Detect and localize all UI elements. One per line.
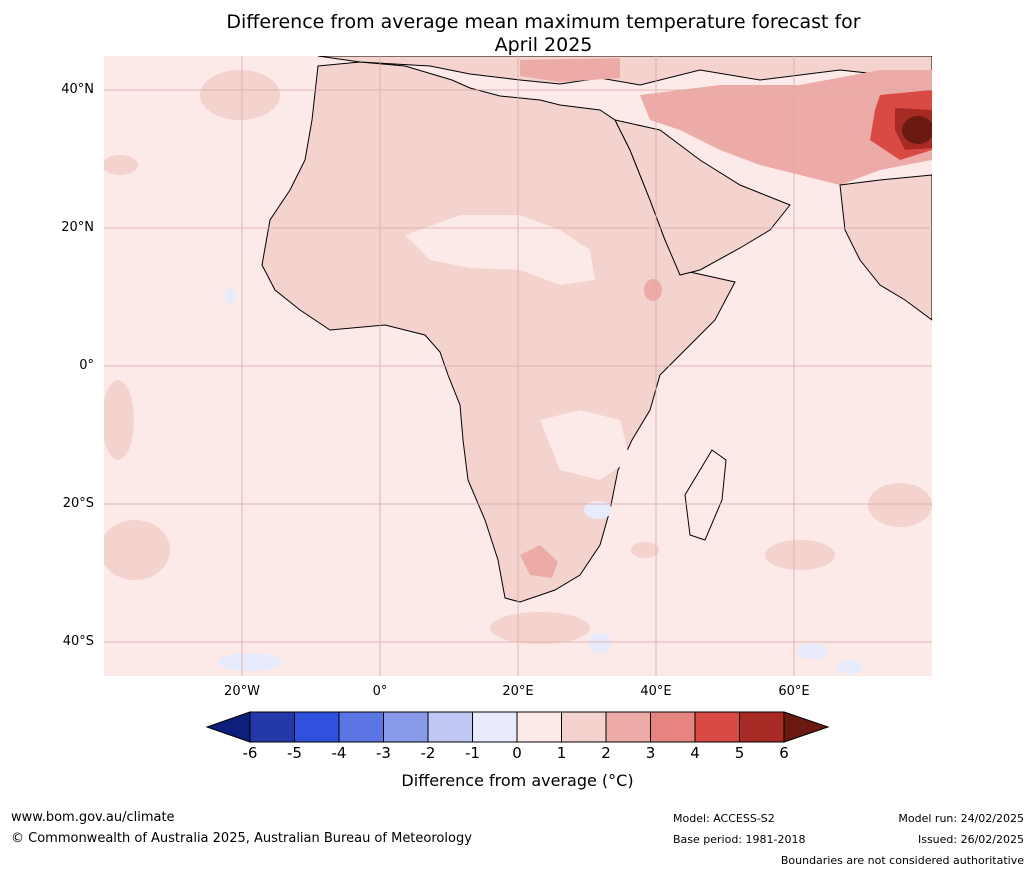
map-title-line2: April 2025	[494, 34, 593, 56]
colorbar-tick-label: 0	[512, 744, 522, 762]
footer-issued: Issued: 26/02/2025	[917, 833, 1024, 846]
colorbar-bin	[338, 711, 384, 743]
colorbar-tick-label: 4	[690, 744, 700, 762]
colorbar-bin	[605, 711, 651, 743]
middle-east-warm	[640, 70, 932, 185]
south-africa-warm	[520, 545, 558, 578]
east-africa-patch	[540, 410, 630, 480]
lon-label-0: 0°	[372, 684, 388, 699]
warm-patch	[104, 520, 170, 580]
map-gridlines	[104, 56, 932, 676]
warm-patch	[104, 380, 134, 460]
europe-warm	[520, 58, 620, 82]
colorbar-bin	[383, 711, 429, 743]
colorbar-bin	[249, 711, 295, 743]
cool-patch	[225, 288, 235, 304]
colorbar-tick-label: -4	[331, 744, 347, 762]
footer-model: Model: ACCESS-S2	[673, 812, 775, 825]
sahel-patch	[405, 215, 595, 285]
colorbar-arrow-low	[205, 711, 251, 743]
colorbar-tick-label: -5	[287, 744, 302, 762]
warm-patch	[200, 70, 280, 120]
madagascar	[684, 449, 727, 541]
cool-patch	[218, 653, 282, 671]
footer-copyright: © Commonwealth of Australia 2025, Austra…	[11, 831, 472, 846]
lat-label-0: 0°	[79, 358, 94, 373]
colorbar-tick-label: 3	[645, 744, 656, 762]
footer-url[interactable]: www.bom.gov.au/climate	[11, 810, 175, 825]
warm-patch	[765, 540, 835, 570]
warm-patch	[631, 542, 659, 558]
colorbar-bin	[739, 711, 785, 743]
footer-disclaimer: Boundaries are not considered authoritat…	[780, 854, 1024, 867]
colorbar-tick-label: -3	[376, 744, 391, 762]
colorbar-bin	[561, 711, 607, 743]
colorbar-bin	[294, 711, 340, 743]
colorbar-bin	[427, 711, 473, 743]
colorbar-label: Difference from average (°C)	[401, 771, 634, 790]
colorbar-tick-label: 2	[601, 744, 611, 762]
lat-label-40n: 40°N	[61, 82, 94, 97]
map-title-line1: Difference from average mean maximum tem…	[226, 11, 861, 33]
lon-label-20w: 20°W	[224, 684, 260, 699]
lon-label-20e: 20°E	[502, 684, 534, 699]
cool-patch	[797, 643, 827, 659]
colorbar-tick-label: 6	[779, 744, 789, 762]
warm-patch	[868, 483, 932, 527]
colorbar	[205, 711, 830, 743]
ethiopia-warm	[644, 279, 662, 301]
lat-label-20n: 20°N	[61, 220, 94, 235]
lon-label-60e: 60°E	[778, 684, 810, 699]
colorbar-bin	[516, 711, 562, 743]
lat-label-40s: 40°S	[62, 634, 94, 649]
lat-label-20s: 20°S	[62, 496, 94, 511]
colorbar-bin	[694, 711, 740, 743]
footer-base-period: Base period: 1981-2018	[673, 833, 806, 846]
colorbar-tick-label: -1	[465, 744, 480, 762]
colorbar-tick-label: 1	[556, 744, 567, 762]
cool-patch	[837, 660, 863, 674]
lon-label-40e: 40°E	[640, 684, 672, 699]
india-landmass	[839, 174, 932, 321]
warm-patch	[104, 155, 138, 175]
colorbar-bin	[472, 711, 518, 743]
cool-patch	[588, 633, 612, 653]
arabia-landmass	[614, 119, 791, 276]
warm-patch	[490, 612, 590, 644]
colorbar-bin	[650, 711, 696, 743]
himalaya-hottest	[902, 116, 932, 144]
colorbar-tick-label: 5	[734, 744, 745, 762]
colorbar-tick-label: -2	[420, 744, 436, 762]
cool-patch	[584, 501, 612, 519]
footer-model-run: Model run: 24/02/2025	[898, 812, 1024, 825]
colorbar-tick-label: -6	[242, 744, 258, 762]
colorbar-arrow-high	[783, 711, 830, 743]
